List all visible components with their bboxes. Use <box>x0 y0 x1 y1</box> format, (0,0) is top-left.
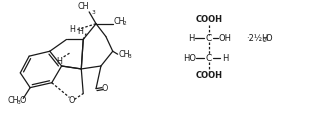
Text: 3: 3 <box>16 100 20 105</box>
Text: CH: CH <box>78 2 89 11</box>
Text: C: C <box>206 54 212 63</box>
Text: COOH: COOH <box>196 15 223 24</box>
Text: CH: CH <box>8 96 19 105</box>
Text: CH: CH <box>114 17 125 26</box>
Text: 3: 3 <box>91 10 95 15</box>
Text: 3: 3 <box>127 54 131 59</box>
Text: H: H <box>57 57 62 66</box>
Text: H: H <box>77 28 83 36</box>
Text: COOH: COOH <box>196 71 223 80</box>
Text: H: H <box>188 34 195 43</box>
Text: H: H <box>222 54 228 63</box>
Text: OH: OH <box>218 34 231 43</box>
Text: C: C <box>206 34 212 43</box>
Text: O: O <box>68 96 75 105</box>
Text: O: O <box>19 96 26 105</box>
Text: 2: 2 <box>262 38 266 43</box>
Text: H: H <box>69 25 75 34</box>
Text: O: O <box>265 34 272 43</box>
Text: HO: HO <box>183 54 196 63</box>
Text: O: O <box>102 84 108 93</box>
Text: 2: 2 <box>122 21 126 26</box>
Text: CH: CH <box>119 50 130 59</box>
Text: ·2½H: ·2½H <box>246 34 269 43</box>
